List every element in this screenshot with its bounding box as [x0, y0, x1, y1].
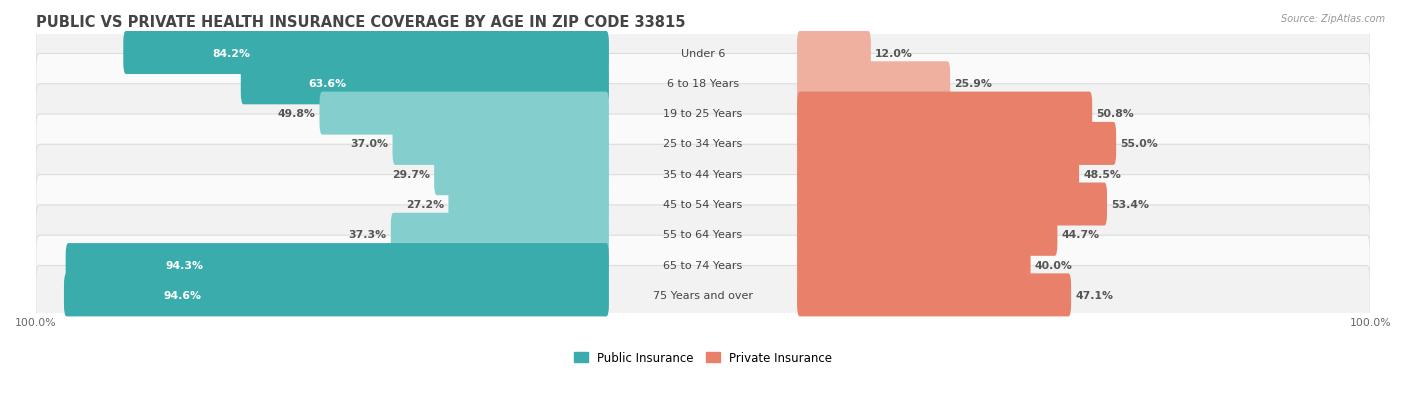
FancyBboxPatch shape: [392, 123, 609, 166]
FancyBboxPatch shape: [797, 93, 1092, 135]
Text: 6 to 18 Years: 6 to 18 Years: [666, 78, 740, 89]
Text: 94.6%: 94.6%: [163, 290, 201, 300]
Text: 53.4%: 53.4%: [1111, 199, 1149, 209]
Text: 37.3%: 37.3%: [349, 230, 387, 240]
FancyBboxPatch shape: [35, 236, 1371, 294]
Text: 50.8%: 50.8%: [1097, 109, 1135, 119]
Legend: Public Insurance, Private Insurance: Public Insurance, Private Insurance: [569, 346, 837, 368]
Text: 45 to 54 Years: 45 to 54 Years: [664, 199, 742, 209]
FancyBboxPatch shape: [449, 183, 609, 226]
FancyBboxPatch shape: [35, 24, 1371, 83]
Text: 84.2%: 84.2%: [212, 48, 250, 58]
FancyBboxPatch shape: [35, 266, 1371, 325]
Text: 49.8%: 49.8%: [277, 109, 315, 119]
FancyBboxPatch shape: [797, 183, 1107, 226]
FancyBboxPatch shape: [797, 153, 1078, 196]
Text: 47.1%: 47.1%: [1076, 290, 1114, 300]
Text: 12.0%: 12.0%: [875, 48, 912, 58]
Text: 40.0%: 40.0%: [1035, 260, 1073, 270]
Text: 19 to 25 Years: 19 to 25 Years: [664, 109, 742, 119]
Text: 48.5%: 48.5%: [1083, 169, 1121, 179]
FancyBboxPatch shape: [35, 85, 1371, 143]
Text: 25 to 34 Years: 25 to 34 Years: [664, 139, 742, 149]
Text: Under 6: Under 6: [681, 48, 725, 58]
Text: 44.7%: 44.7%: [1062, 230, 1099, 240]
FancyBboxPatch shape: [797, 123, 1116, 166]
Text: 75 Years and over: 75 Years and over: [652, 290, 754, 300]
Text: 37.0%: 37.0%: [350, 139, 388, 149]
FancyBboxPatch shape: [797, 62, 950, 105]
FancyBboxPatch shape: [63, 274, 609, 317]
FancyBboxPatch shape: [240, 62, 609, 105]
FancyBboxPatch shape: [35, 205, 1371, 264]
FancyBboxPatch shape: [124, 32, 609, 75]
Text: 65 to 74 Years: 65 to 74 Years: [664, 260, 742, 270]
Text: 25.9%: 25.9%: [955, 78, 993, 89]
Text: PUBLIC VS PRIVATE HEALTH INSURANCE COVERAGE BY AGE IN ZIP CODE 33815: PUBLIC VS PRIVATE HEALTH INSURANCE COVER…: [35, 15, 685, 30]
Text: 29.7%: 29.7%: [392, 169, 430, 179]
FancyBboxPatch shape: [797, 213, 1057, 256]
Text: 35 to 44 Years: 35 to 44 Years: [664, 169, 742, 179]
FancyBboxPatch shape: [797, 244, 1031, 286]
FancyBboxPatch shape: [797, 32, 870, 75]
Text: 55 to 64 Years: 55 to 64 Years: [664, 230, 742, 240]
FancyBboxPatch shape: [35, 54, 1371, 113]
FancyBboxPatch shape: [319, 93, 609, 135]
Text: 27.2%: 27.2%: [406, 199, 444, 209]
FancyBboxPatch shape: [66, 244, 609, 286]
Text: 55.0%: 55.0%: [1121, 139, 1159, 149]
FancyBboxPatch shape: [434, 153, 609, 196]
FancyBboxPatch shape: [35, 115, 1371, 173]
FancyBboxPatch shape: [797, 274, 1071, 317]
FancyBboxPatch shape: [35, 145, 1371, 204]
Text: 94.3%: 94.3%: [165, 260, 202, 270]
Text: 63.6%: 63.6%: [309, 78, 347, 89]
FancyBboxPatch shape: [391, 213, 609, 256]
FancyBboxPatch shape: [35, 175, 1371, 234]
Text: Source: ZipAtlas.com: Source: ZipAtlas.com: [1281, 14, 1385, 24]
